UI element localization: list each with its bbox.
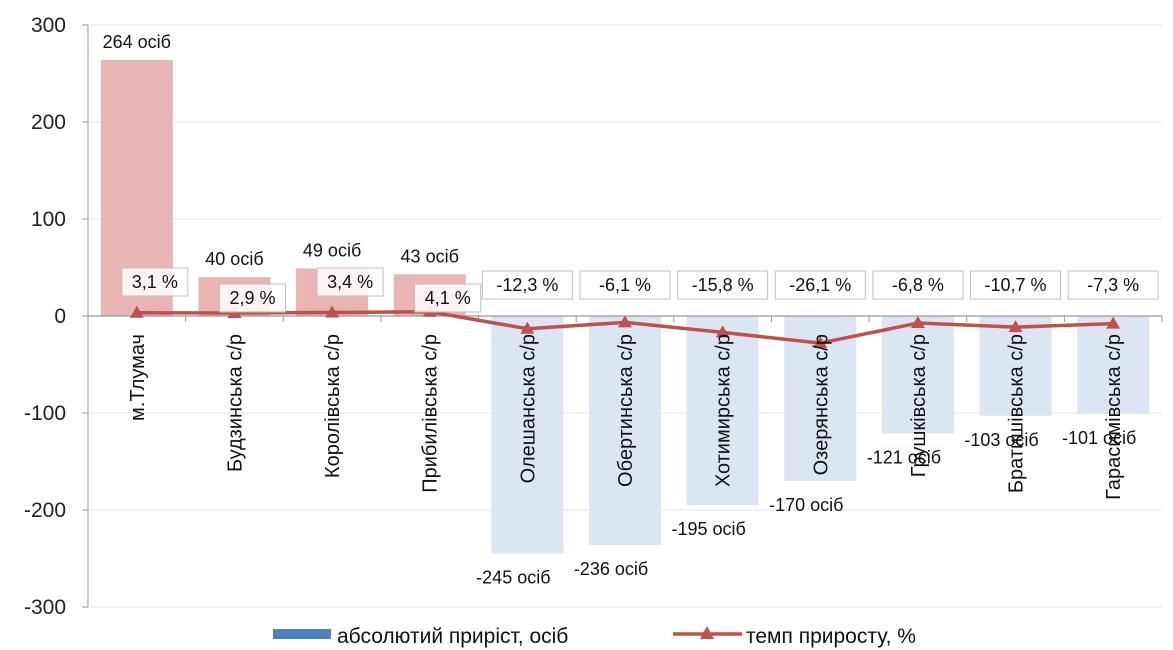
axes-group: 300 200 100 0 -100 -200 -300 <box>24 14 1163 619</box>
legend: абсолютий приріст, осіб темп приросту, % <box>273 625 916 648</box>
rate-label-box <box>774 270 866 300</box>
rate-value-label: -10,7 % <box>985 275 1047 295</box>
bar-value-label: 264 осіб <box>103 32 171 52</box>
rate-point-marker <box>813 336 828 349</box>
bar <box>589 316 661 545</box>
y-tick-label: -100 <box>24 402 66 425</box>
y-tick-label: -200 <box>24 499 66 522</box>
rate-point-marker <box>129 305 144 318</box>
rate-value-label: -6,8 % <box>892 275 944 295</box>
bar-value-label: 49 осіб <box>303 240 361 260</box>
category-label: Королівська с/р <box>322 334 344 478</box>
bar-value-label: 43 осіб <box>401 246 459 266</box>
rate-label-box <box>579 270 671 300</box>
category-label: м.Тлумач <box>127 334 149 421</box>
bar <box>979 316 1052 416</box>
bar-value-label: -195 осіб <box>671 519 745 539</box>
rate-label-box <box>481 270 573 300</box>
rate-label-box <box>316 267 384 297</box>
bar <box>881 316 954 434</box>
rate-label-box <box>677 270 769 300</box>
labels-group: м.Тлумач Будзинська с/р Королівська с/р При… <box>103 32 1159 588</box>
rate-point-marker <box>1106 316 1121 329</box>
rate-value-label: 2,9 % <box>229 288 275 308</box>
rate-point-marker <box>1008 320 1023 333</box>
rate-point-marker <box>910 316 925 329</box>
bar-value-label: -101 осіб <box>1062 428 1136 448</box>
rate-value-label: -12,3 % <box>496 275 558 295</box>
rate-label-box <box>872 270 964 300</box>
bar <box>1077 316 1150 414</box>
rate-point-marker <box>520 321 535 334</box>
rate-value-label: 4,1 % <box>425 288 471 308</box>
legend-label-bars: абсолютий приріст, осіб <box>337 625 568 648</box>
rate-value-label: 3,1 % <box>132 272 178 292</box>
rate-point-marker <box>715 325 730 338</box>
category-label: Озерянська с/р <box>810 334 832 475</box>
rate-point-marker <box>325 305 340 318</box>
rate-label-box <box>414 283 482 313</box>
legend-label-line: темп приросту, % <box>746 625 916 648</box>
rate-label-box <box>218 283 286 313</box>
category-label: Будзинська с/р <box>224 334 246 472</box>
bar-value-label: -103 осіб <box>964 430 1038 450</box>
rate-label-box <box>1067 270 1159 300</box>
rate-label-box <box>121 267 189 297</box>
bar <box>491 316 564 554</box>
legend-marker-line <box>700 626 714 639</box>
bar-value-label: -121 осіб <box>867 447 941 467</box>
bar-value-label: -170 осіб <box>769 495 843 515</box>
category-label: Обертинська с/р <box>615 334 637 487</box>
rate-value-label: -6,1 % <box>599 275 651 295</box>
y-tick-label: 200 <box>31 111 66 134</box>
y-tick-label: -300 <box>24 596 66 619</box>
rate-value-label: -15,8 % <box>692 275 754 295</box>
y-tick-label: 100 <box>31 208 66 231</box>
bar <box>686 316 759 506</box>
rate-value-label: -26,1 % <box>789 275 851 295</box>
category-label: Гарасимівська с/р <box>1103 334 1125 500</box>
legend-swatch-bars <box>273 629 331 639</box>
y-tick-label: 0 <box>54 305 66 328</box>
rate-value-label: -7,3 % <box>1087 275 1139 295</box>
bar-value-label: 40 осіб <box>205 249 263 269</box>
category-label: Прибилівська с/р <box>420 334 442 493</box>
rate-value-label: 3,4 % <box>327 272 373 292</box>
category-label: Олешанська с/р <box>517 334 539 483</box>
y-tick-label: 300 <box>31 14 66 37</box>
category-label: Грушківська с/р <box>908 334 930 477</box>
rate-point-marker <box>618 315 632 328</box>
category-label: Хотимирська с/р <box>713 334 735 487</box>
category-label: Братишівська с/р <box>1006 334 1028 493</box>
rate-label-box <box>970 270 1062 300</box>
bar-value-label: -236 осіб <box>574 559 648 579</box>
bar-value-label: -245 осіб <box>476 568 550 588</box>
